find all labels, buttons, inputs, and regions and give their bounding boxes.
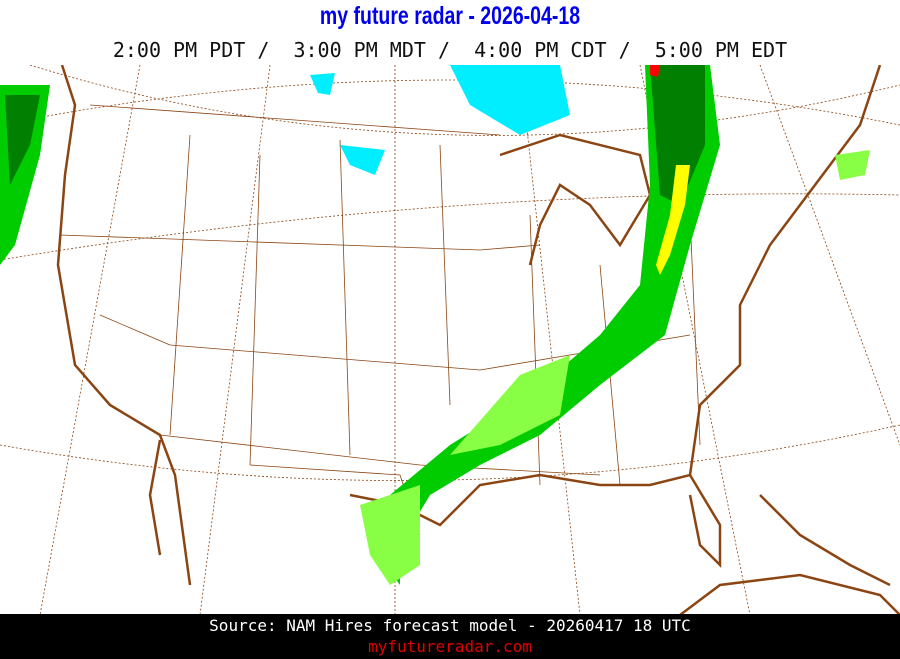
state-borders xyxy=(59,104,701,536)
source-text: Source: NAM Hires forecast model - 20260… xyxy=(209,616,691,635)
coastline xyxy=(56,65,900,615)
site-link[interactable]: myfutureradar.com xyxy=(368,637,532,656)
radar-map xyxy=(0,65,900,615)
page-title: my future radar - 2026-04-18 xyxy=(319,2,581,30)
footer: Source: NAM Hires forecast model - 20260… xyxy=(0,614,900,659)
precipitation xyxy=(0,65,870,585)
valid-times: 2:00 PM PDT / 3:00 PM MDT / 4:00 PM CDT … xyxy=(112,38,788,62)
lat-lon-grid xyxy=(0,65,900,615)
